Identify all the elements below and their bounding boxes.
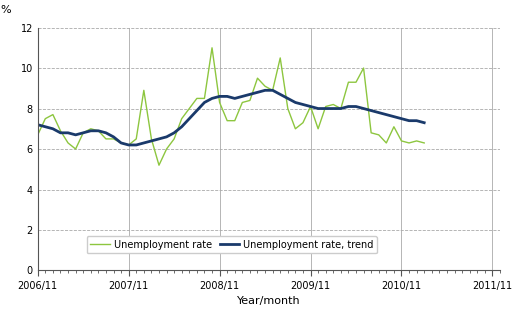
Unemployment rate, trend [35, 123, 41, 127]
Unemployment rate, trend [262, 88, 268, 92]
Unemployment rate, trend [285, 96, 291, 100]
Line: Unemployment rate, trend: Unemployment rate, trend [38, 90, 424, 145]
Unemployment rate, trend [126, 143, 132, 147]
Unemployment rate, trend [247, 92, 253, 96]
Unemployment rate [179, 117, 185, 120]
Unemployment rate [300, 121, 306, 124]
X-axis label: Year/month: Year/month [237, 296, 301, 306]
Unemployment rate [65, 141, 71, 145]
Unemployment rate, trend [224, 95, 230, 98]
Text: %: % [1, 5, 11, 15]
Legend: Unemployment rate, Unemployment rate, trend: Unemployment rate, Unemployment rate, tr… [87, 236, 377, 253]
Unemployment rate [254, 76, 261, 80]
Unemployment rate, trend [179, 125, 185, 129]
Unemployment rate [231, 119, 238, 123]
Unemployment rate, trend [300, 103, 306, 106]
Line: Unemployment rate: Unemployment rate [38, 48, 424, 165]
Unemployment rate [209, 46, 215, 50]
Unemployment rate [35, 133, 41, 137]
Unemployment rate [285, 107, 291, 110]
Unemployment rate, trend [65, 131, 71, 135]
Unemployment rate, trend [421, 121, 427, 124]
Unemployment rate [421, 141, 427, 145]
Unemployment rate [156, 163, 162, 167]
